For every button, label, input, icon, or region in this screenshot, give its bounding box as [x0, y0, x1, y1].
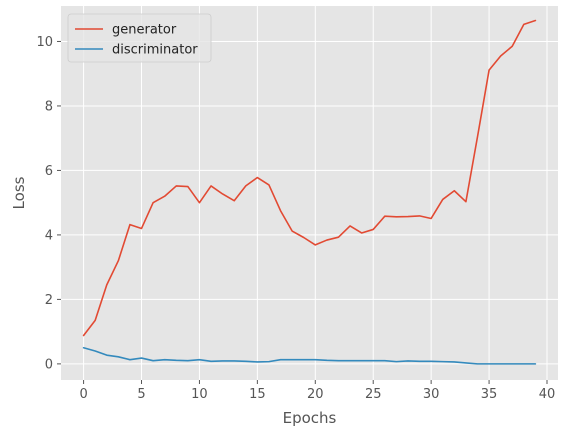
series-line-generator	[82, 19, 537, 337]
x-tick-label-15: 15	[249, 387, 266, 402]
x-axis-label: Epochs	[283, 409, 337, 427]
series-line-discriminator	[82, 346, 537, 365]
y-axis-label: Loss	[10, 176, 28, 209]
series-lines	[82, 19, 537, 365]
legend: generator discriminator	[67, 13, 212, 63]
x-tick-label-25: 25	[365, 387, 382, 402]
y-tick-label-0: 0	[45, 357, 53, 372]
x-tick-label-40: 40	[539, 387, 556, 402]
x-tick-label-5: 5	[137, 387, 145, 402]
legend-box	[67, 13, 212, 63]
y-tick-label-2: 2	[45, 293, 53, 308]
x-tick-label-10: 10	[191, 387, 208, 402]
x-tick-label-35: 35	[481, 387, 498, 402]
y-tick-label-6: 6	[45, 164, 53, 179]
legend-label-discriminator: discriminator	[112, 43, 198, 58]
y-tick-label-10: 10	[36, 35, 53, 50]
x-tick-label-30: 30	[423, 387, 440, 402]
x-tick-label-0: 0	[79, 387, 87, 402]
x-tick-label-20: 20	[307, 387, 324, 402]
legend-label-generator: generator	[112, 23, 177, 38]
plot-background	[61, 6, 558, 380]
y-tick-label-8: 8	[45, 99, 53, 114]
x-axis-ticks: 0 5 10 15 20 25 30 35 40	[79, 380, 555, 402]
y-tick-label-4: 4	[45, 228, 53, 243]
y-axis-ticks: 0 2 4 6 8 10	[36, 35, 61, 372]
